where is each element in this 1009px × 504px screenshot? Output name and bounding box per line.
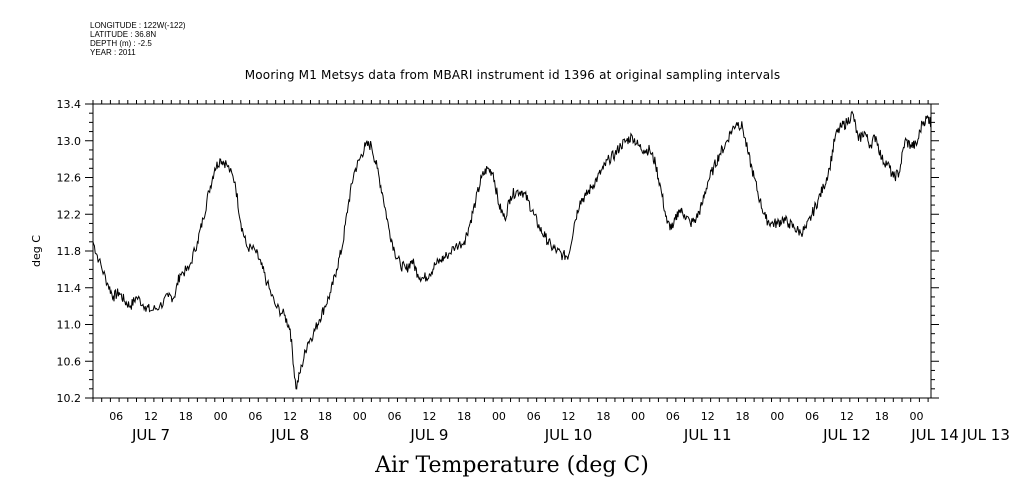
x-tick-label: 12 xyxy=(562,410,576,423)
y-tick-label: 13.0 xyxy=(57,135,82,148)
x-day-label: JUL 11 xyxy=(683,426,732,444)
chart-title: Mooring M1 Metsys data from MBARI instru… xyxy=(244,68,781,82)
x-tick-label: 00 xyxy=(492,410,506,423)
x-tick-label: 12 xyxy=(840,410,854,423)
x-tick-label: 00 xyxy=(631,410,645,423)
x-tick-label: 12 xyxy=(422,410,436,423)
x-tick-label: 12 xyxy=(283,410,297,423)
y-tick-label: 12.2 xyxy=(57,208,82,221)
x-tick-label: 06 xyxy=(805,410,819,423)
x-tick-label: 18 xyxy=(179,410,193,423)
x-tick-label: 06 xyxy=(109,410,123,423)
y-axis: 10.2 10.6 11.0 11.4 11.8 12.2 12.6 13.0 13.4 xyxy=(57,98,939,405)
x-tick-label: 00 xyxy=(353,410,367,423)
x-axis: 06 12 18 00 06 12 18 00 06 12 18 00 06 12 18 00 06 12 18 00… xyxy=(92,100,1009,444)
x-tick-label: 06 xyxy=(388,410,402,423)
x-day-label: JUL 7 xyxy=(131,426,170,444)
x-tick-label: 00 xyxy=(910,410,924,423)
chart-title-wrap: Mooring M1 Metsys data from MBARI instru… xyxy=(0,68,1009,82)
x-day-label: JUL 10 xyxy=(544,426,593,444)
longitude-label: LONGITUDE : 122W(-122) xyxy=(90,21,186,30)
year-label: YEAR : 2011 xyxy=(90,48,136,57)
x-axis-label: Air Temperature (deg C) xyxy=(375,453,649,478)
plot-frame xyxy=(92,103,932,399)
x-tick-label: 18 xyxy=(875,410,889,423)
x-tick-label: 18 xyxy=(457,410,471,423)
y-tick-label: 10.2 xyxy=(57,392,82,405)
depth-label: DEPTH (m) : -2.5 xyxy=(90,39,152,48)
y-tick-label: 11.8 xyxy=(57,245,82,258)
y-tick-label: 12.6 xyxy=(57,172,82,185)
series-group xyxy=(92,110,932,390)
y-axis-label: deg C xyxy=(30,235,43,267)
latitude-label: LATITUDE : 36.8N xyxy=(90,30,157,39)
x-day-label: JUL 12 xyxy=(822,426,871,444)
x-tick-label: 18 xyxy=(596,410,610,423)
x-tick-label: 18 xyxy=(736,410,750,423)
x-tick-label: 18 xyxy=(318,410,332,423)
series-line xyxy=(92,110,932,390)
x-day-label: JUL 14 xyxy=(910,426,959,444)
x-tick-label: 12 xyxy=(144,410,158,423)
x-day-label: JUL 13 xyxy=(961,426,1009,444)
y-tick-label: 11.0 xyxy=(57,319,82,332)
x-tick-label: 06 xyxy=(666,410,680,423)
x-day-label: JUL 8 xyxy=(270,426,309,444)
x-tick-label: 00 xyxy=(770,410,784,423)
y-tick-label: 13.4 xyxy=(57,98,82,111)
metadata-block: LONGITUDE : 122W(-122) LATITUDE : 36.8N … xyxy=(90,21,186,57)
y-tick-label: 11.4 xyxy=(57,282,82,295)
x-tick-label: 00 xyxy=(214,410,228,423)
x-tick-label: 06 xyxy=(527,410,541,423)
x-day-label: JUL 9 xyxy=(409,426,448,444)
x-tick-label: 12 xyxy=(701,410,715,423)
x-tick-label: 06 xyxy=(248,410,262,423)
y-tick-label: 10.6 xyxy=(57,355,82,368)
